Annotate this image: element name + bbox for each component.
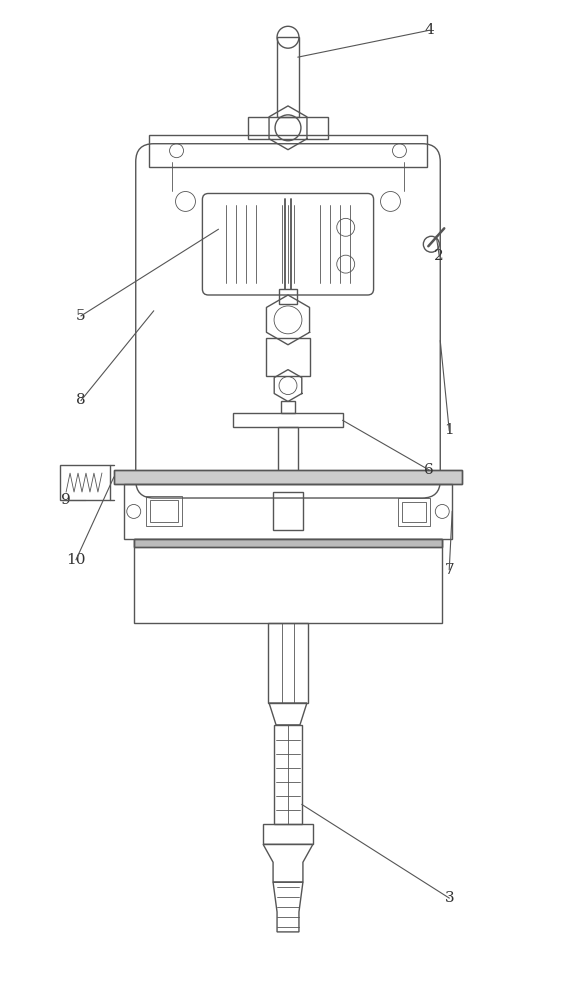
Bar [278, 427, 298, 477]
Text: 7: 7 [445, 563, 454, 577]
Bar [124, 484, 452, 539]
Text: 2: 2 [434, 249, 444, 263]
Bar [263, 824, 313, 844]
Text: 1: 1 [444, 423, 454, 437]
Bar [399, 498, 430, 526]
Text: 9: 9 [61, 493, 71, 507]
Text: 10: 10 [66, 553, 86, 567]
Bar [248, 117, 328, 139]
Bar [273, 492, 303, 530]
Bar [268, 623, 308, 703]
Bar [149, 135, 427, 167]
Bar [279, 289, 297, 304]
Bar [274, 725, 302, 824]
Bar [233, 413, 343, 427]
Text: 6: 6 [425, 463, 434, 477]
Bar [150, 500, 177, 522]
Text: 4: 4 [425, 23, 434, 37]
Bar [403, 502, 426, 522]
Text: 3: 3 [445, 891, 454, 905]
Bar [60, 465, 110, 500]
Bar [281, 401, 295, 413]
Text: 5: 5 [76, 309, 86, 323]
Bar [134, 539, 442, 623]
Bar [114, 470, 462, 484]
Bar [146, 496, 181, 526]
Bar [114, 470, 462, 484]
Bar [134, 539, 442, 547]
Text: 8: 8 [76, 393, 86, 407]
Bar [134, 539, 442, 547]
Bar [277, 37, 299, 117]
Bar [266, 338, 310, 376]
